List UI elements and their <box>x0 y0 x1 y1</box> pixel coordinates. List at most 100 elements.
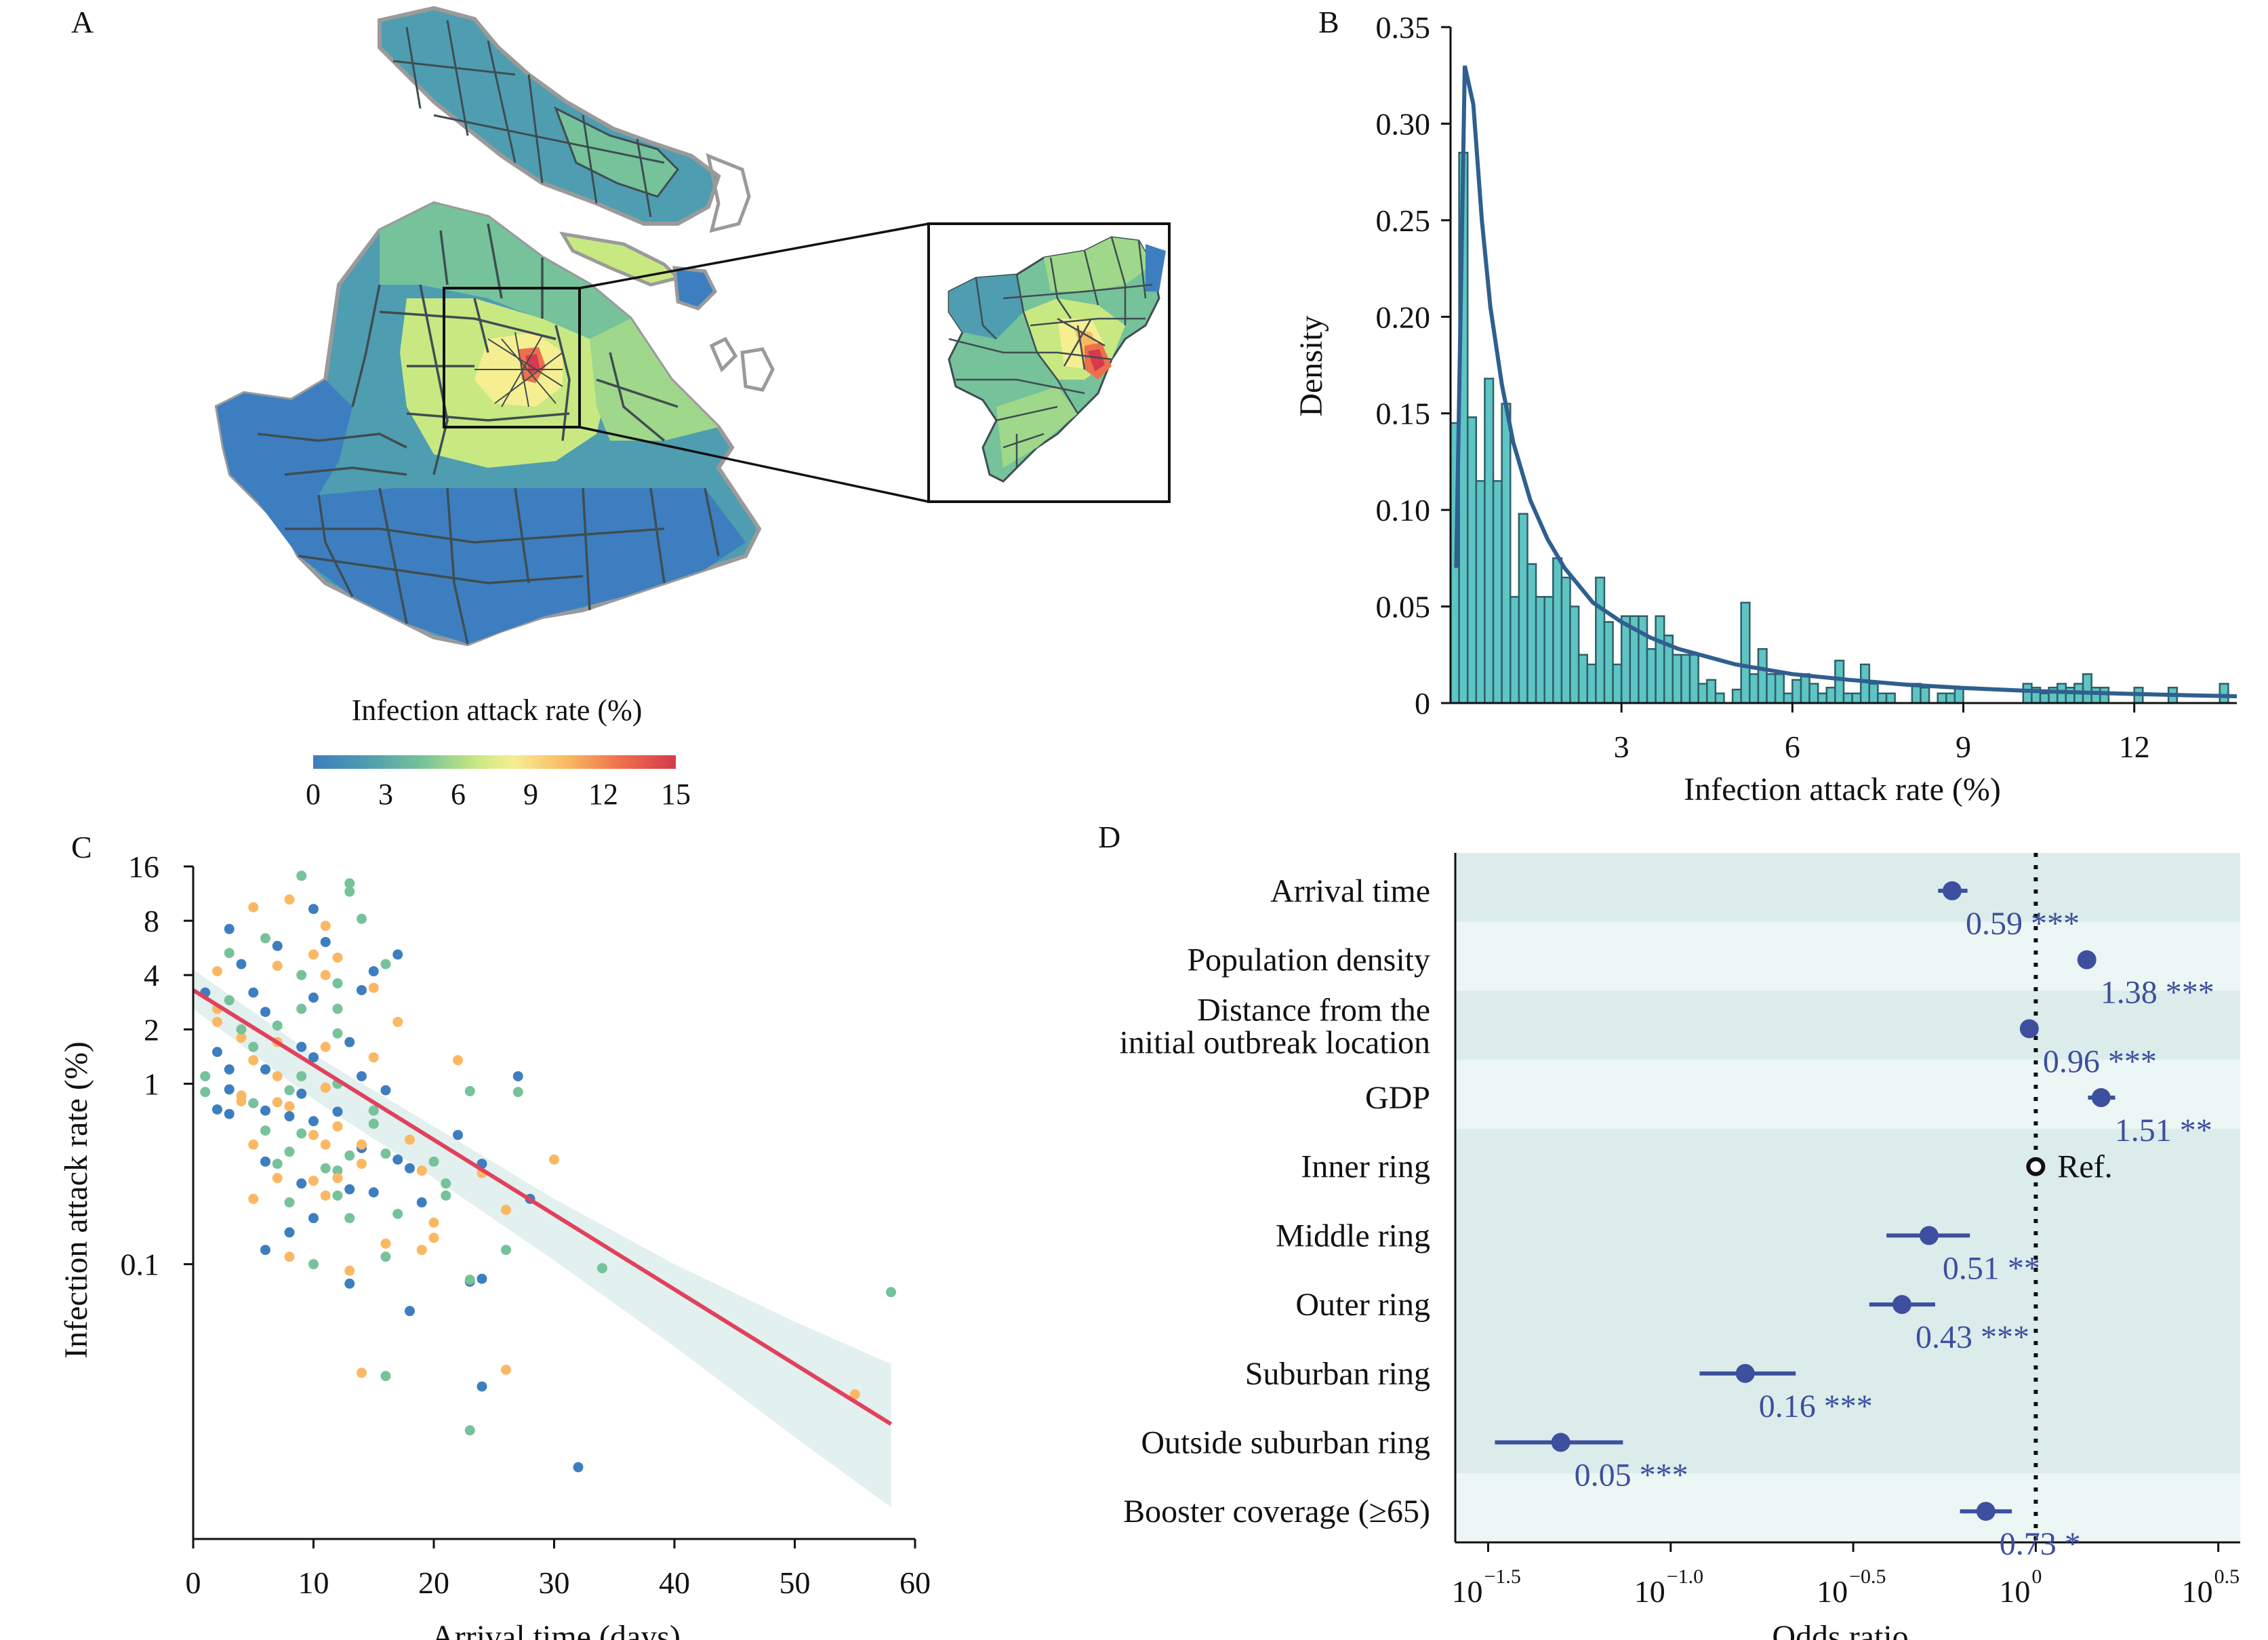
scatter-point <box>849 1389 860 1400</box>
histogram-bar <box>1595 576 1606 704</box>
histogram-bar <box>1825 686 1836 704</box>
histogram-bar <box>1774 673 1785 704</box>
forest-row-label: Arrival time <box>1270 873 1430 909</box>
scatter-point <box>392 1154 403 1165</box>
shanghai-mainland <box>214 201 762 647</box>
confidence-band <box>193 969 891 1508</box>
scatter-point <box>260 1125 270 1136</box>
scatter-point <box>200 1087 211 1098</box>
scatter-point <box>212 1016 222 1027</box>
forest-row-stripe <box>1455 1266 2240 1336</box>
scatter-point <box>453 1055 463 1066</box>
c-y-tick-label: 2 <box>144 1012 159 1047</box>
scatter-point <box>501 1245 511 1256</box>
scatter-point <box>512 1087 523 1098</box>
d-x-tick-base: 10 <box>2182 1574 2213 1609</box>
histogram-bar <box>2090 686 2101 704</box>
scatter-point <box>284 1197 295 1208</box>
forest-row-value: 0.16 *** <box>1759 1388 1873 1424</box>
scatter-point <box>272 1020 283 1031</box>
d-x-tick-base: 10 <box>1634 1574 1665 1609</box>
forest-rows: Arrival time 0.59 *** Population density 1.… <box>1119 873 2214 1562</box>
scatter-point <box>248 1041 259 1052</box>
forest-row-label: GDP <box>1365 1080 1430 1116</box>
forest-row-value: 0.05 *** <box>1575 1458 1688 1494</box>
scatter-point <box>332 1003 343 1014</box>
scatter-point <box>368 966 379 977</box>
colorbar-tick-label: 6 <box>451 778 466 811</box>
scatter-point <box>236 959 247 969</box>
scatter-point <box>272 1071 283 1081</box>
histogram-bar <box>1757 647 1768 704</box>
histogram-bar <box>1808 683 1819 704</box>
scatter-point <box>248 1055 259 1066</box>
scatter-point <box>344 886 355 897</box>
scatter-point <box>284 1085 295 1096</box>
histogram-bar <box>1535 596 1545 704</box>
histogram-bar <box>1868 683 1879 704</box>
panel-b: B 3 6 9 12 0 0.05 0.10 0.15 0.20 0.25 0.30 0.35 Inf… <box>1293 5 2237 807</box>
forest-row-label: Outside suburban ring <box>1141 1425 1430 1461</box>
histogram-bar <box>1680 654 1691 704</box>
forest-row-stripe <box>1455 1473 2240 1542</box>
scatter-point <box>284 894 295 905</box>
forest-row-value: Ref. <box>2057 1149 2112 1185</box>
odds-ratio-point <box>1919 1226 1939 1245</box>
scatter-point <box>392 1208 403 1219</box>
b-x-tick-label: 9 <box>1956 729 1971 764</box>
scatter-point <box>284 1252 295 1262</box>
scatter-point <box>260 933 270 944</box>
scatter-point <box>405 1134 415 1145</box>
scatter-point <box>441 1178 451 1189</box>
forest-row-stripe <box>1455 1335 2240 1405</box>
small-islet-1 <box>709 336 738 373</box>
histogram-bar <box>1577 654 1588 704</box>
histogram-bar <box>1466 416 1478 704</box>
scatter-point <box>368 1052 379 1063</box>
histogram-bar <box>1783 692 1794 704</box>
scatter-point <box>380 1148 391 1159</box>
scatter-point <box>332 1121 343 1132</box>
colorbar-tick-label: 15 <box>661 778 691 811</box>
histogram-bar <box>1655 615 1665 704</box>
scatter-point <box>453 1129 463 1140</box>
forest-row: Booster coverage (≥65) 0.73 * <box>1123 1494 2081 1562</box>
scatter-point <box>212 966 222 977</box>
scatter-point <box>392 949 403 960</box>
scatter-point <box>332 952 343 963</box>
scatter-point <box>308 993 319 1003</box>
odds-ratio-point <box>2019 1019 2039 1039</box>
scatter-point <box>296 1178 307 1189</box>
zoom-connector-top <box>579 222 929 289</box>
scatter-point <box>464 1085 475 1096</box>
scatter-point <box>512 1071 523 1081</box>
scatter-point <box>501 1364 511 1375</box>
histogram-bar <box>1937 692 1947 704</box>
scatter-point <box>344 1278 355 1289</box>
forest-row: Inner ring Ref. <box>1301 1149 2112 1185</box>
forest-row-value: 0.51 ** <box>1943 1250 2040 1286</box>
forest-row-value: 0.59 *** <box>1966 906 2080 942</box>
b-x-tick-label: 6 <box>1785 729 1800 764</box>
histogram-bar <box>1552 557 1563 704</box>
forest-row-label: Inner ring <box>1301 1149 1430 1185</box>
histogram-bar <box>1851 692 1862 704</box>
scatter-point <box>320 1082 331 1093</box>
scatter-point <box>380 1238 391 1249</box>
c-x-tick-label: 10 <box>298 1565 329 1600</box>
d-x-tick-base: 10 <box>1817 1574 1848 1609</box>
scatter-point <box>597 1263 607 1274</box>
reference-marker <box>2026 1157 2046 1176</box>
scatter-point <box>248 987 259 998</box>
small-islet-2 <box>740 347 775 392</box>
odds-ratio-point <box>2091 1088 2111 1108</box>
histogram-bar <box>1569 605 1580 704</box>
scatter-point <box>344 878 355 889</box>
forest-row-value: 0.96 *** <box>2043 1043 2157 1079</box>
scatter-point <box>224 923 235 934</box>
scatter-point <box>368 982 379 993</box>
histogram-bar <box>1510 596 1520 704</box>
panel-c: C 0 10 20 30 40 50 60 0.1 1 2 4 8 16 Arrival time (d… <box>58 830 931 1640</box>
forest-row-label-line2: initial outbreak location <box>1119 1024 1430 1060</box>
